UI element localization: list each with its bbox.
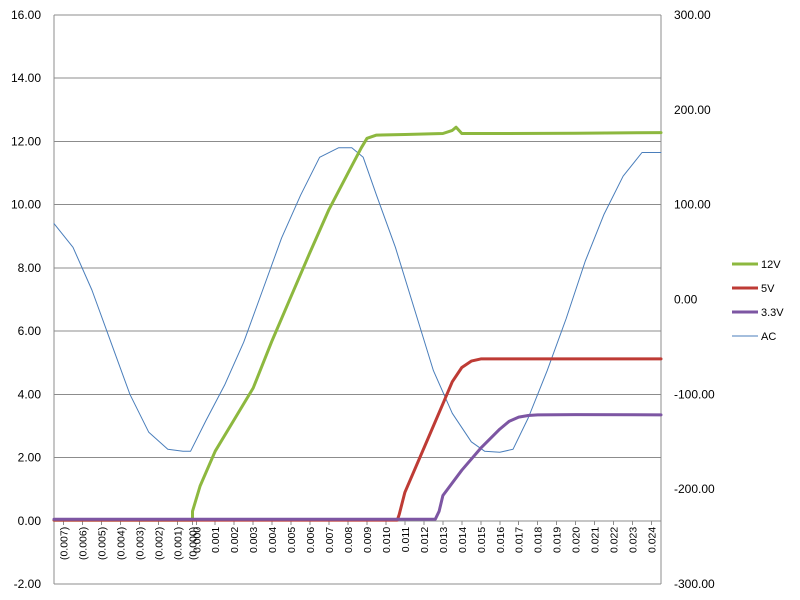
x-tick-label: (0.007) (58, 527, 70, 560)
x-tick-label: 0.023 (628, 527, 640, 553)
x-tick-label: (0.005) (96, 527, 108, 560)
x-tick-label: (0.003) (134, 527, 146, 560)
x-tick-label: 0.022 (609, 527, 621, 553)
x-tick-label: 0.007 (324, 527, 336, 553)
x-tick-label: 0.009 (362, 527, 374, 553)
x-tick-label: 0.015 (476, 527, 488, 553)
series-line-12v (52, 125, 663, 522)
series-layer (52, 125, 663, 522)
x-tick-label: 0.000 (191, 527, 203, 553)
right-y-tick-label: -200.00 (674, 482, 715, 496)
x-tick-label: 0.002 (229, 527, 241, 553)
right-y-axis-tick-labels: -300.00 -200.00 -100.00 0.00 100.00 200.00 300… (674, 8, 715, 591)
right-y-tick-label: 300.00 (674, 8, 711, 22)
left-y-tick-label: -2.00 (14, 577, 42, 591)
x-tick-label: (0.004) (115, 527, 127, 560)
x-tick-label: 0.006 (305, 527, 317, 553)
x-tick-label: 0.011 (400, 527, 412, 553)
legend-label: AC (761, 331, 776, 343)
series-line-5v (52, 357, 663, 522)
x-tick-label: (0.001) (172, 527, 184, 560)
x-tick-label: (0.006) (77, 527, 89, 560)
left-y-tick-label: 0.00 (18, 514, 42, 528)
left-y-tick-label: 14.00 (11, 71, 41, 85)
left-y-axis-tick-labels: -2.00 0.00 2.00 4.00 6.00 8.00 10.00 12.00 14.00… (11, 8, 41, 591)
legend: 12V 5V 3.3V AC (732, 259, 784, 343)
right-y-tick-label: 100.00 (674, 198, 711, 212)
x-tick-label: 0.021 (590, 527, 602, 553)
x-tick-label: 0.005 (286, 527, 298, 553)
left-y-tick-label: 2.00 (18, 451, 42, 465)
x-tick-label: (0.002) (153, 527, 165, 560)
x-tick-label: 0.014 (457, 527, 469, 553)
x-tick-label: 0.008 (343, 527, 355, 553)
x-tick-label: (0.000) (187, 527, 199, 560)
x-tick-label: 0.016 (495, 527, 507, 553)
right-y-tick-label: -300.00 (674, 577, 715, 591)
left-y-tick-label: 8.00 (18, 261, 42, 275)
x-tick-label: 0.020 (571, 527, 583, 553)
left-y-tick-label: 6.00 (18, 324, 42, 338)
x-tick-label: 0.018 (533, 527, 545, 553)
x-tick-label: 0.017 (514, 527, 526, 553)
x-tick-label: 0.010 (381, 527, 393, 553)
left-y-tick-label: 10.00 (11, 198, 41, 212)
x-tick-label: 0.019 (552, 527, 564, 553)
legend-label: 3.3V (761, 307, 784, 319)
series-line-3-3v (52, 413, 663, 521)
x-tick-label: 0.004 (267, 527, 279, 553)
left-y-tick-label: 16.00 (11, 8, 41, 22)
right-y-tick-label: -100.00 (674, 387, 715, 401)
x-tick-label: 0.024 (647, 527, 659, 553)
left-y-tick-label: 4.00 (18, 387, 42, 401)
x-tick-label: 0.003 (248, 527, 260, 553)
right-y-tick-label: 0.00 (674, 293, 698, 307)
legend-label: 12V (761, 259, 781, 271)
legend-label: 5V (761, 283, 775, 295)
x-axis-tick-labels: (0.007) (0.006) (0.005) (0.004) (0.003) (0.00… (58, 527, 658, 560)
x-tick-label: 0.001 (210, 527, 222, 553)
left-y-tick-label: 12.00 (11, 134, 41, 148)
x-tick-label: 0.013 (438, 527, 450, 553)
right-y-tick-label: 200.00 (674, 103, 711, 117)
x-tick-label: 0.012 (419, 527, 431, 553)
